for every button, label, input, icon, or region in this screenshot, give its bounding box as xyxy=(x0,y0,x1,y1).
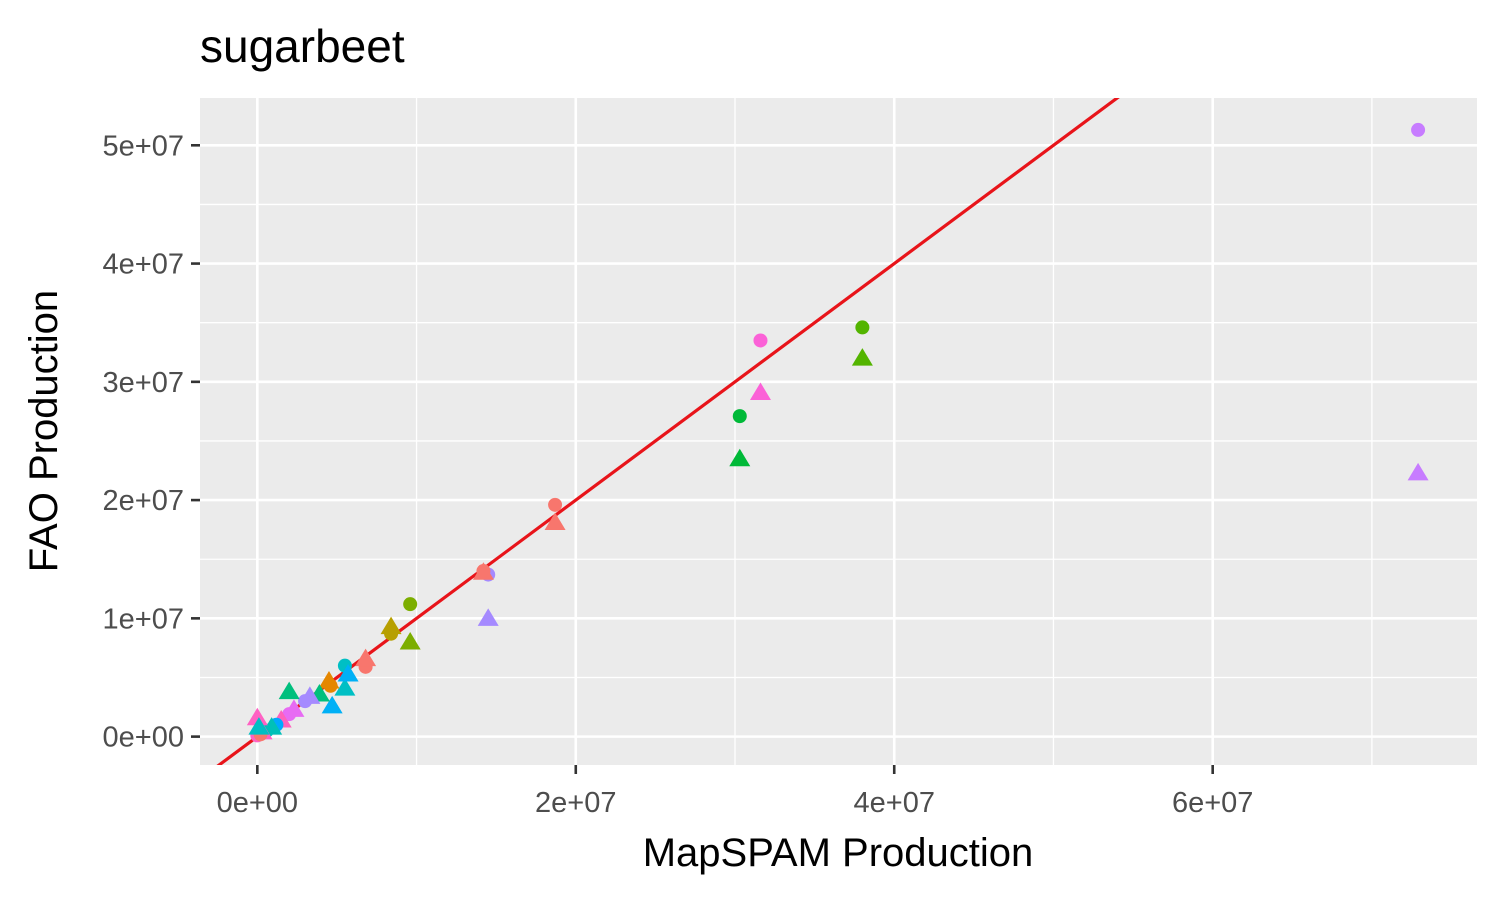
x-tick-label: 4e+07 xyxy=(854,787,935,819)
y-tick-label: 3e+07 xyxy=(103,367,184,399)
y-tick-label: 1e+07 xyxy=(103,603,184,635)
data-point-triangle xyxy=(544,512,566,531)
data-point-triangle xyxy=(477,608,499,626)
x-axis: 0e+00 2e+07 4e+07 6e+07 xyxy=(217,765,1253,819)
data-point-triangle xyxy=(729,448,751,467)
data-points xyxy=(246,122,1429,743)
data-point-triangle xyxy=(318,671,340,689)
chart-title: sugarbeet xyxy=(200,20,405,72)
reference-line xyxy=(216,98,1120,765)
y-axis-title: FAO Production xyxy=(22,290,66,572)
data-point-circle xyxy=(548,497,563,512)
data-point-circle xyxy=(1411,122,1426,137)
y-tick-label: 4e+07 xyxy=(103,249,184,281)
x-tick-label: 6e+07 xyxy=(1172,787,1253,819)
y-tick-label: 0e+00 xyxy=(103,722,184,754)
data-point-triangle xyxy=(749,382,771,400)
y-tick-label: 2e+07 xyxy=(103,485,184,517)
data-point-triangle xyxy=(355,648,377,667)
data-point-triangle xyxy=(334,678,356,696)
reference-line-layer xyxy=(216,98,1120,765)
data-point-circle xyxy=(298,694,313,709)
data-point-circle xyxy=(403,597,418,612)
x-tick-label: 2e+07 xyxy=(535,787,616,819)
x-axis-title: MapSPAM Production xyxy=(643,831,1034,875)
data-point-triangle xyxy=(337,663,359,682)
data-point-circle xyxy=(753,333,768,348)
data-point-triangle xyxy=(472,562,494,580)
major-gridlines xyxy=(200,98,1477,765)
x-tick-label: 0e+00 xyxy=(217,787,298,819)
data-point-triangle xyxy=(851,348,873,366)
y-tick-label: 5e+07 xyxy=(103,130,184,162)
data-point-triangle xyxy=(321,695,343,714)
data-point-circle xyxy=(855,320,870,335)
data-point-triangle xyxy=(248,717,270,735)
data-point-triangle xyxy=(1407,462,1429,481)
data-point-triangle xyxy=(380,616,402,635)
data-point-triangle xyxy=(246,707,268,726)
data-point-triangle xyxy=(278,681,300,700)
data-point-triangle xyxy=(399,632,421,650)
data-point-circle xyxy=(732,409,747,424)
y-axis: 0e+00 1e+07 2e+07 3e+07 4e+07 5e+07 xyxy=(103,130,200,754)
minor-gridlines xyxy=(200,98,1477,765)
plot-panel xyxy=(200,98,1477,765)
